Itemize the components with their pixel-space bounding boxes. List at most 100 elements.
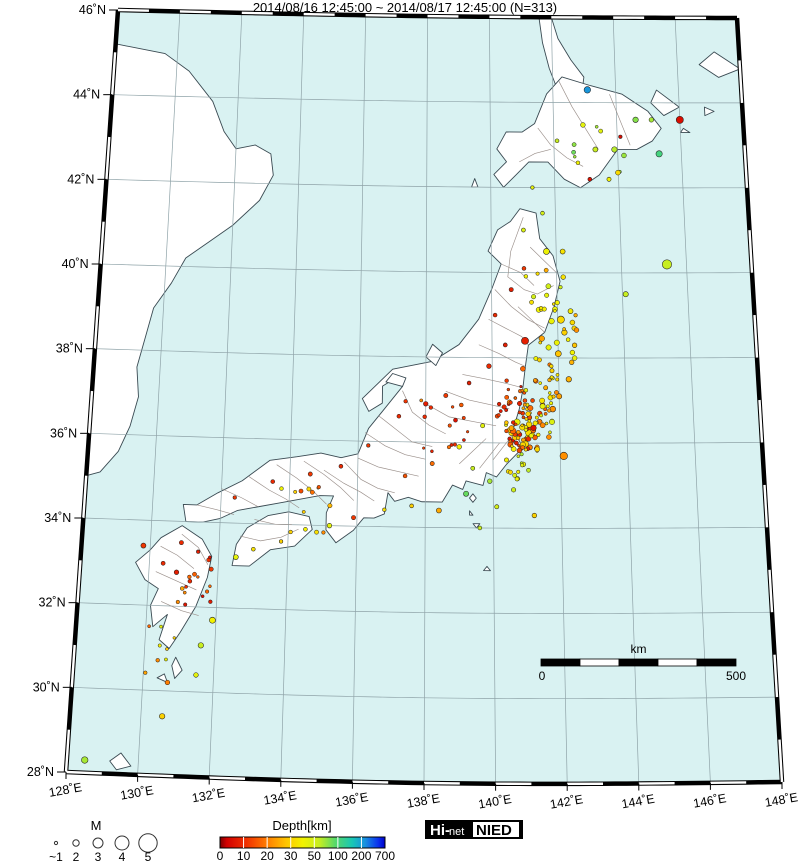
prefecture-boundary (501, 263, 535, 286)
earthquake-marker (514, 440, 519, 446)
prefecture-boundary (160, 601, 199, 616)
prefecture-boundary (519, 148, 551, 163)
frame-tick (65, 770, 102, 775)
scale-bar-segment (540, 658, 581, 667)
earthquake-marker (537, 357, 542, 363)
latitude-label: 40˚N (62, 257, 89, 271)
earthquake-marker (539, 403, 546, 410)
earthquake-marker (182, 590, 187, 595)
scale-bar: km 0 500 (539, 642, 747, 683)
frame-tick (209, 776, 246, 780)
graticule-lon-132 (208, 12, 243, 778)
earthquake-marker (496, 413, 501, 418)
longitude-label: 144˚E (620, 792, 655, 812)
depth-colorbar (219, 836, 386, 849)
earthquake-marker (288, 529, 293, 535)
earthquake-marker (516, 469, 521, 474)
earthquake-marker (565, 376, 572, 383)
latitude-label: 46˚N (79, 3, 106, 17)
graticule-lon-140 (489, 16, 496, 784)
prefecture-boundary (323, 469, 375, 502)
earthquake-marker (533, 378, 538, 383)
earthquake-marker (466, 430, 470, 434)
frame-tick (778, 739, 784, 783)
earthquake-marker (526, 467, 531, 473)
earthquake-marker (463, 490, 469, 497)
graticule-lon-130 (137, 11, 181, 775)
earthquake-marker (510, 446, 517, 452)
earthquake-marker (140, 542, 147, 549)
earthquake-marker (366, 443, 371, 448)
earthquake-marker (487, 478, 493, 484)
prefecture-boundary (196, 504, 235, 515)
earthquake-marker (165, 647, 169, 651)
earthquake-marker (477, 525, 483, 531)
longitude-label-group: 148˚E (764, 790, 799, 810)
magnitude-legend-symbol (92, 837, 104, 849)
longitude-label-group: 132˚E (191, 786, 226, 806)
earthquake-marker (538, 381, 543, 385)
earthquake-marker (575, 160, 581, 165)
earthquake-marker (569, 349, 576, 356)
depth-legend-label: 20 (260, 849, 274, 862)
earthquake-marker (523, 447, 528, 452)
earthquake-marker (409, 503, 414, 509)
earthquake-marker (279, 539, 284, 544)
earthquake-marker (208, 555, 212, 560)
scale-bar-segment (618, 658, 659, 667)
earthquake-marker (662, 259, 672, 270)
earthquake-marker (303, 527, 308, 532)
graticule-lon-142 (550, 17, 568, 784)
earthquake-marker (159, 624, 163, 629)
prefecture-boundary (445, 390, 510, 410)
magnitude-legend: M ~1 2 3 4 5 (49, 818, 158, 862)
earthquake-marker (618, 134, 623, 139)
earthquake-marker (516, 435, 521, 441)
frame-tick (105, 136, 111, 180)
earthquake-marker (543, 267, 549, 273)
earthquake-marker (571, 150, 576, 155)
magnitude-legend-symbol (72, 839, 80, 847)
hinet-nied-logo[interactable]: Hi-net NIED (425, 820, 523, 839)
earthquake-marker (648, 117, 654, 123)
earthquake-marker (508, 469, 513, 475)
earthquake-marker (462, 438, 466, 442)
earthquake-marker (543, 412, 548, 416)
earthquake-marker (555, 373, 560, 377)
earthquake-marker (179, 540, 184, 546)
earthquake-marker (443, 393, 449, 398)
earthquake-marker (549, 368, 555, 374)
earthquake-marker (573, 327, 580, 333)
prefecture-boundary (248, 476, 300, 509)
earthquake-marker (184, 584, 188, 589)
earthquake-marker (494, 504, 500, 510)
frame-tick (82, 475, 88, 519)
earthquake-marker (429, 461, 435, 466)
frame-tick (753, 315, 759, 358)
earthquake-marker (555, 377, 560, 382)
earthquake-marker (559, 248, 566, 255)
earthquake-marker (351, 515, 356, 521)
earthquake-marker (587, 177, 593, 182)
earthquake-marker (382, 507, 387, 512)
earthquake-marker (549, 375, 554, 380)
latitude-label: 44˚N (73, 88, 100, 102)
depth-legend-label: 50 (308, 849, 322, 862)
earthquake-marker (516, 429, 521, 435)
earthquake-marker (554, 300, 560, 306)
earthquake-marker (504, 420, 509, 425)
earthquake-marker (523, 387, 529, 393)
landmass-yakushima (156, 673, 168, 683)
earthquake-marker (164, 679, 171, 686)
earthquake-marker (459, 402, 464, 408)
longitude-label: 138˚E (406, 791, 441, 811)
landmass-kyushu (135, 525, 213, 649)
frame-tick (748, 230, 754, 273)
earthquake-marker (504, 408, 509, 413)
frame-tick (758, 399, 764, 443)
frame-tick (738, 60, 744, 103)
earthquake-marker (548, 430, 552, 435)
earthquake-marker (486, 363, 492, 369)
earthquake-marker (554, 350, 562, 358)
logo-hi-text: Hi- (430, 822, 450, 839)
